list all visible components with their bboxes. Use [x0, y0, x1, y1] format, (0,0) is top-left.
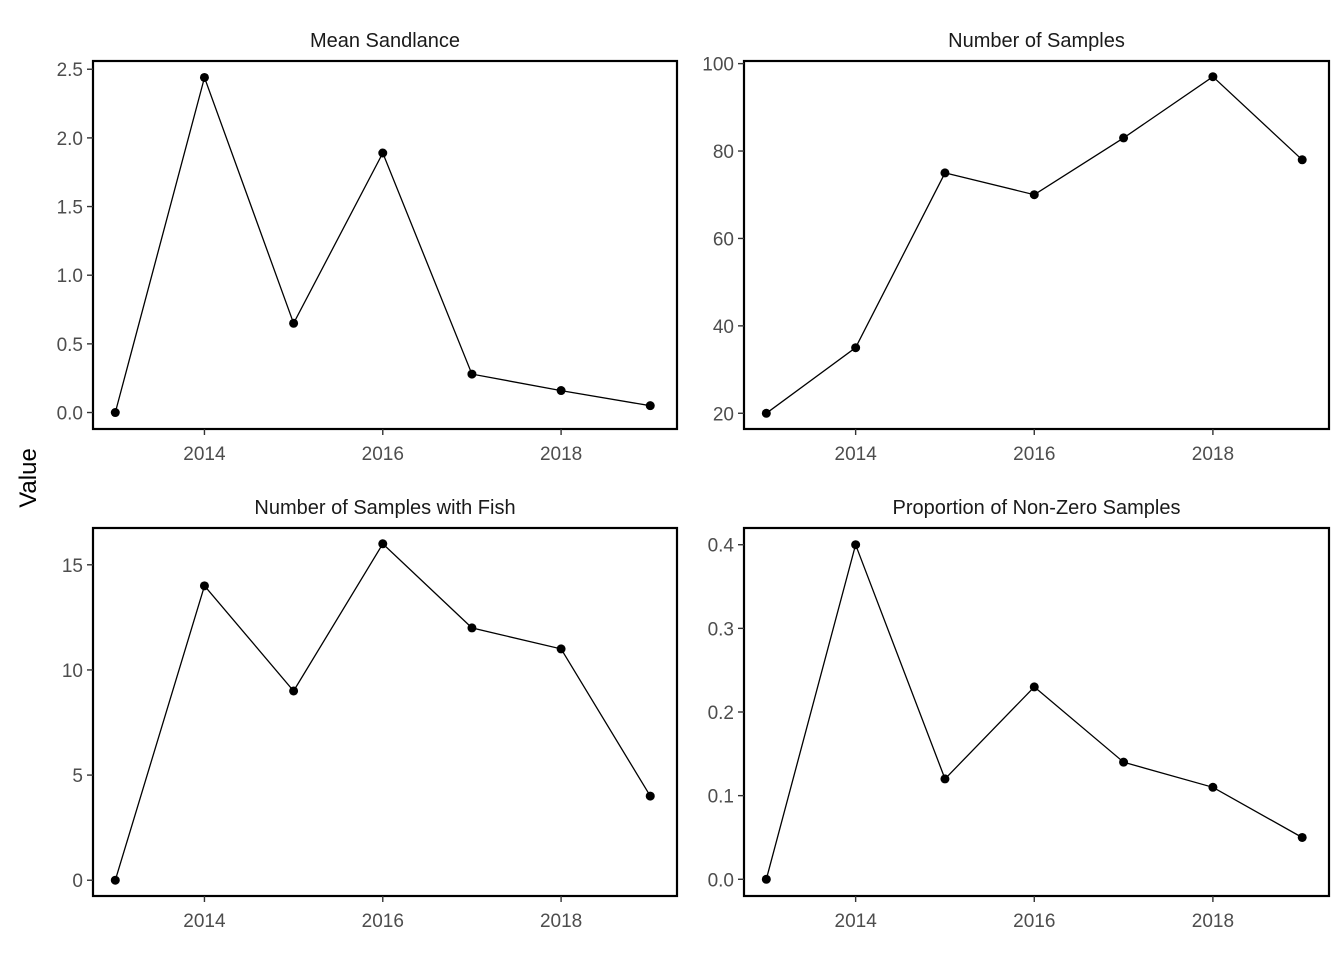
- data-point: [1208, 782, 1218, 792]
- data-point: [1119, 133, 1129, 143]
- x-tick-label: 2018: [1192, 911, 1234, 932]
- y-tick-label: 2.0: [57, 129, 83, 150]
- y-tick-label: 0.4: [708, 536, 735, 557]
- data-point: [289, 318, 299, 328]
- data-point: [940, 774, 950, 784]
- panel-border: [742, 526, 1331, 898]
- panel-title: Number of Samples with Fish: [254, 497, 515, 519]
- data-point: [556, 386, 566, 396]
- data-point: [851, 540, 861, 550]
- x-tick-label: 2014: [835, 444, 878, 465]
- x-tick-label: 2014: [835, 911, 878, 932]
- x-tick-label: 2018: [540, 911, 582, 932]
- series-line: [114, 75, 651, 413]
- y-tick-label: 0.3: [708, 619, 734, 640]
- data-point: [199, 581, 209, 591]
- data-point: [761, 408, 771, 418]
- panel-border: [91, 526, 679, 898]
- data-point: [645, 401, 655, 411]
- panel-border: [742, 59, 1331, 431]
- data-point: [1119, 757, 1129, 767]
- x-tick-label: 2016: [1013, 444, 1055, 465]
- y-tick-label: 80: [713, 142, 734, 163]
- y-tick-label: 1.0: [57, 266, 83, 287]
- panel-title: Number of Samples: [948, 30, 1125, 52]
- data-point: [110, 408, 120, 418]
- data-point: [556, 644, 566, 654]
- y-tick-label: 5: [72, 766, 83, 787]
- y-tick-label: 15: [62, 556, 83, 577]
- data-point: [1029, 190, 1039, 200]
- y-tick-label: 10: [62, 661, 83, 682]
- x-tick-label: 2018: [1192, 444, 1234, 465]
- panel-2: Number of Samples 20 40 60 80 100 2014 2016 2018: [702, 30, 1331, 465]
- data-point: [761, 874, 771, 884]
- series-line: [765, 75, 1303, 414]
- y-tick-label: 100: [702, 55, 734, 76]
- data-point: [940, 168, 950, 178]
- panel-title: Mean Sandlance: [310, 30, 460, 52]
- y-tick-label: 60: [713, 229, 734, 250]
- panel-1: Mean Sandlance 0.0 0.5 1.0 1.5 2.0 2.5 2014 2016…: [57, 30, 679, 465]
- x-tick-label: 2018: [540, 444, 582, 465]
- data-point: [378, 539, 388, 549]
- y-axis-label: Value: [15, 448, 42, 508]
- data-point: [467, 623, 477, 633]
- panel-border: [91, 59, 679, 431]
- y-tick-label: 0.5: [57, 335, 83, 356]
- x-tick-label: 2016: [362, 444, 404, 465]
- y-tick-label: 1.5: [57, 198, 83, 219]
- series-line: [765, 542, 1303, 880]
- panel-4: Proportion of Non-Zero Samples 0.0 0.1 0.2 0…: [708, 497, 1331, 932]
- data-point: [110, 875, 120, 885]
- x-tick-label: 2016: [1013, 911, 1055, 932]
- data-point: [1208, 72, 1218, 82]
- data-point: [851, 343, 861, 353]
- data-point: [1029, 682, 1039, 692]
- data-point: [378, 148, 388, 158]
- panel-title: Proportion of Non-Zero Samples: [893, 497, 1181, 519]
- y-tick-label: 0.0: [708, 870, 734, 891]
- y-tick-label: 20: [713, 404, 734, 425]
- x-tick-label: 2014: [183, 444, 226, 465]
- data-point: [199, 72, 209, 82]
- data-point: [1297, 832, 1307, 842]
- panel-3: Number of Samples with Fish 0 5 10 15 2014 201…: [62, 497, 679, 932]
- y-tick-label: 40: [713, 317, 734, 338]
- y-tick-label: 0.1: [708, 787, 734, 808]
- series-line: [114, 542, 651, 881]
- data-point: [645, 791, 655, 801]
- data-point: [289, 686, 299, 696]
- x-tick-label: 2014: [183, 911, 226, 932]
- y-tick-label: 0.0: [57, 404, 83, 425]
- y-tick-label: 0.2: [708, 703, 734, 724]
- y-tick-label: 0: [72, 871, 83, 892]
- data-point: [1297, 155, 1307, 165]
- x-tick-label: 2016: [362, 911, 404, 932]
- y-tick-label: 2.5: [57, 60, 83, 81]
- data-point: [467, 369, 477, 379]
